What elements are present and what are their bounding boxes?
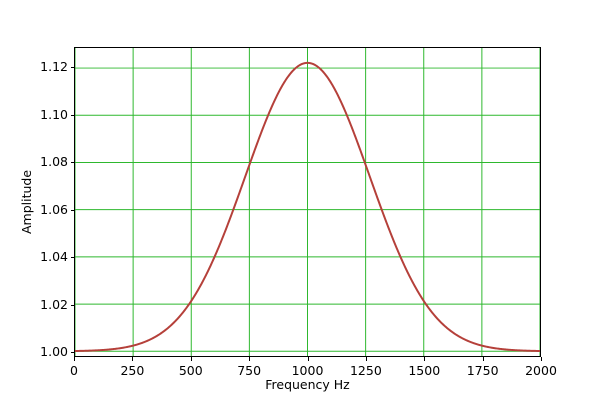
x-tick-label: 2000	[525, 363, 557, 378]
x-tick-label: 0	[70, 363, 78, 378]
y-tick-mark	[70, 352, 74, 354]
x-axis-label: Frequency Hz	[265, 377, 350, 392]
x-tick-mark	[74, 357, 75, 361]
y-tick-mark	[70, 162, 74, 164]
y-axis-label: Amplitude	[19, 169, 34, 235]
x-tick-label: 1000	[291, 363, 324, 378]
x-tick-mark	[132, 357, 134, 361]
x-tick-label: 1750	[466, 363, 499, 378]
x-tick-label: 1500	[408, 363, 441, 378]
y-tick-mark	[70, 67, 74, 69]
x-tick-label: 750	[237, 363, 262, 378]
y-tick-mark	[70, 209, 74, 211]
x-tick-mark	[424, 357, 426, 361]
x-tick-label: 250	[120, 363, 145, 378]
x-tick-mark	[249, 357, 251, 361]
y-tick-label: 1.04	[40, 249, 68, 265]
x-tick-mark	[365, 357, 367, 361]
y-tick-mark	[70, 114, 74, 116]
y-tick-label: 1.10	[40, 106, 68, 122]
x-tick-mark	[307, 357, 309, 361]
x-tick-label: 500	[178, 363, 203, 378]
x-tick-label: 1250	[349, 363, 382, 378]
x-tick-mark	[190, 357, 192, 361]
y-tick-mark	[70, 257, 74, 259]
grid-layer	[75, 48, 540, 356]
amplitude-curve-layer	[75, 61, 540, 353]
x-tick-mark	[541, 357, 542, 361]
y-tick-label: 1.06	[40, 201, 68, 217]
plot-area	[74, 47, 541, 357]
y-tick-mark	[70, 304, 74, 306]
y-tick-label: 1.02	[40, 296, 68, 312]
y-tick-label: 1.08	[40, 154, 68, 170]
x-tick-mark	[482, 357, 484, 361]
amplitude-curve	[75, 61, 540, 353]
y-tick-label: 1.12	[40, 59, 68, 75]
y-tick-label: 1.00	[40, 344, 68, 360]
